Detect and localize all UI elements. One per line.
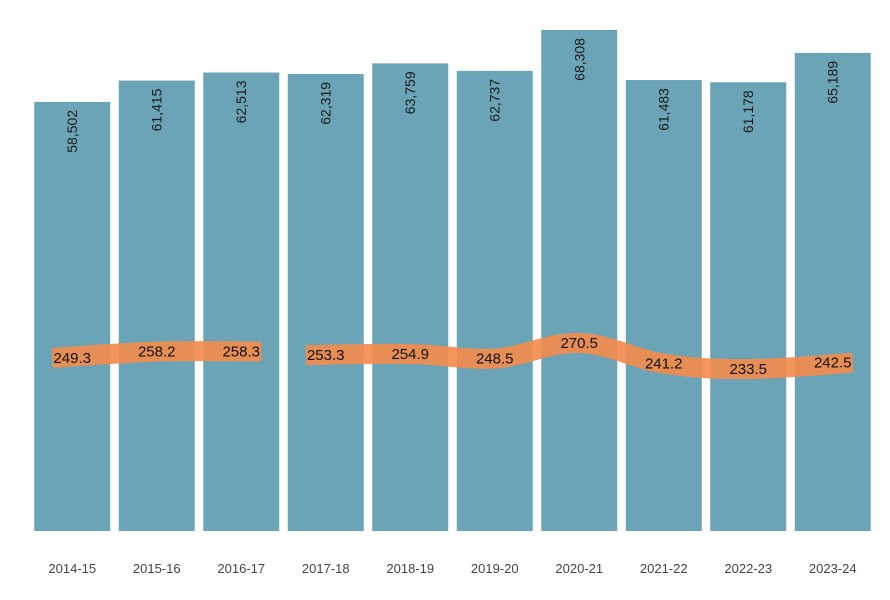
bar-2022-23: [710, 82, 787, 531]
x-axis-ticks: 2014-15 2015-16 2016-17 2017-18 2018-19 2019-…: [48, 561, 856, 576]
line-value-label: 242.5: [814, 355, 852, 372]
bar-value-label: 61,178: [740, 90, 756, 133]
x-tick-label: 2018-19: [386, 561, 434, 576]
bar-2021-22: [625, 80, 702, 531]
x-tick-label: 2017-18: [302, 561, 350, 576]
line-labels-layer: 249.3 258.2 258.3 253.3 254.9 248.5 270.5 241.2…: [53, 335, 851, 378]
bar-2015-16: [118, 80, 195, 531]
bar-2023-24: [794, 52, 871, 532]
x-tick-label: 2023-24: [809, 561, 857, 576]
line-value-label: 258.3: [222, 344, 260, 361]
bar-value-label: 63,759: [402, 71, 418, 114]
line-value-label: 233.5: [729, 361, 767, 378]
x-tick-label: 2015-16: [133, 561, 181, 576]
bar-value-label: 65,189: [825, 61, 841, 104]
line-value-label: 270.5: [560, 335, 598, 352]
x-tick-label: 2022-23: [724, 561, 772, 576]
bar-2018-19: [372, 63, 449, 531]
bar-value-label: 58,502: [64, 110, 80, 153]
line-value-label: 258.2: [138, 344, 176, 361]
line-segment-2: [305, 332, 854, 380]
line-value-label: 248.5: [476, 350, 514, 367]
line-value-label: 253.3: [307, 347, 345, 364]
x-tick-label: 2019-20: [471, 561, 519, 576]
line-value-label: 241.2: [645, 356, 683, 373]
bar-2014-15: [34, 101, 111, 531]
line-value-label: 254.9: [391, 346, 429, 363]
line-value-label: 249.3: [53, 350, 91, 367]
line-segment-1: [51, 341, 262, 368]
bar-value-label: 62,319: [318, 82, 334, 125]
x-tick-label: 2021-22: [640, 561, 688, 576]
x-tick-label: 2014-15: [48, 561, 96, 576]
bar-2016-17: [203, 72, 280, 532]
bar-2017-18: [287, 73, 364, 532]
bars-layer: [34, 30, 871, 532]
line-layer: [51, 332, 854, 380]
bar-value-label: 62,513: [233, 80, 249, 123]
bar-value-label: 62,737: [487, 79, 503, 122]
bar-2019-20: [456, 70, 533, 531]
bar-value-label: 61,415: [149, 88, 165, 131]
bar-labels-layer: 58,502 61,415 62,513 62,319 63,759 62,737 68,3…: [64, 38, 841, 153]
bar-2020-21: [541, 30, 618, 531]
bar-value-label: 68,308: [571, 38, 587, 81]
x-tick-label: 2020-21: [555, 561, 603, 576]
x-tick-label: 2016-17: [217, 561, 265, 576]
bar-value-label: 61,483: [656, 88, 672, 131]
